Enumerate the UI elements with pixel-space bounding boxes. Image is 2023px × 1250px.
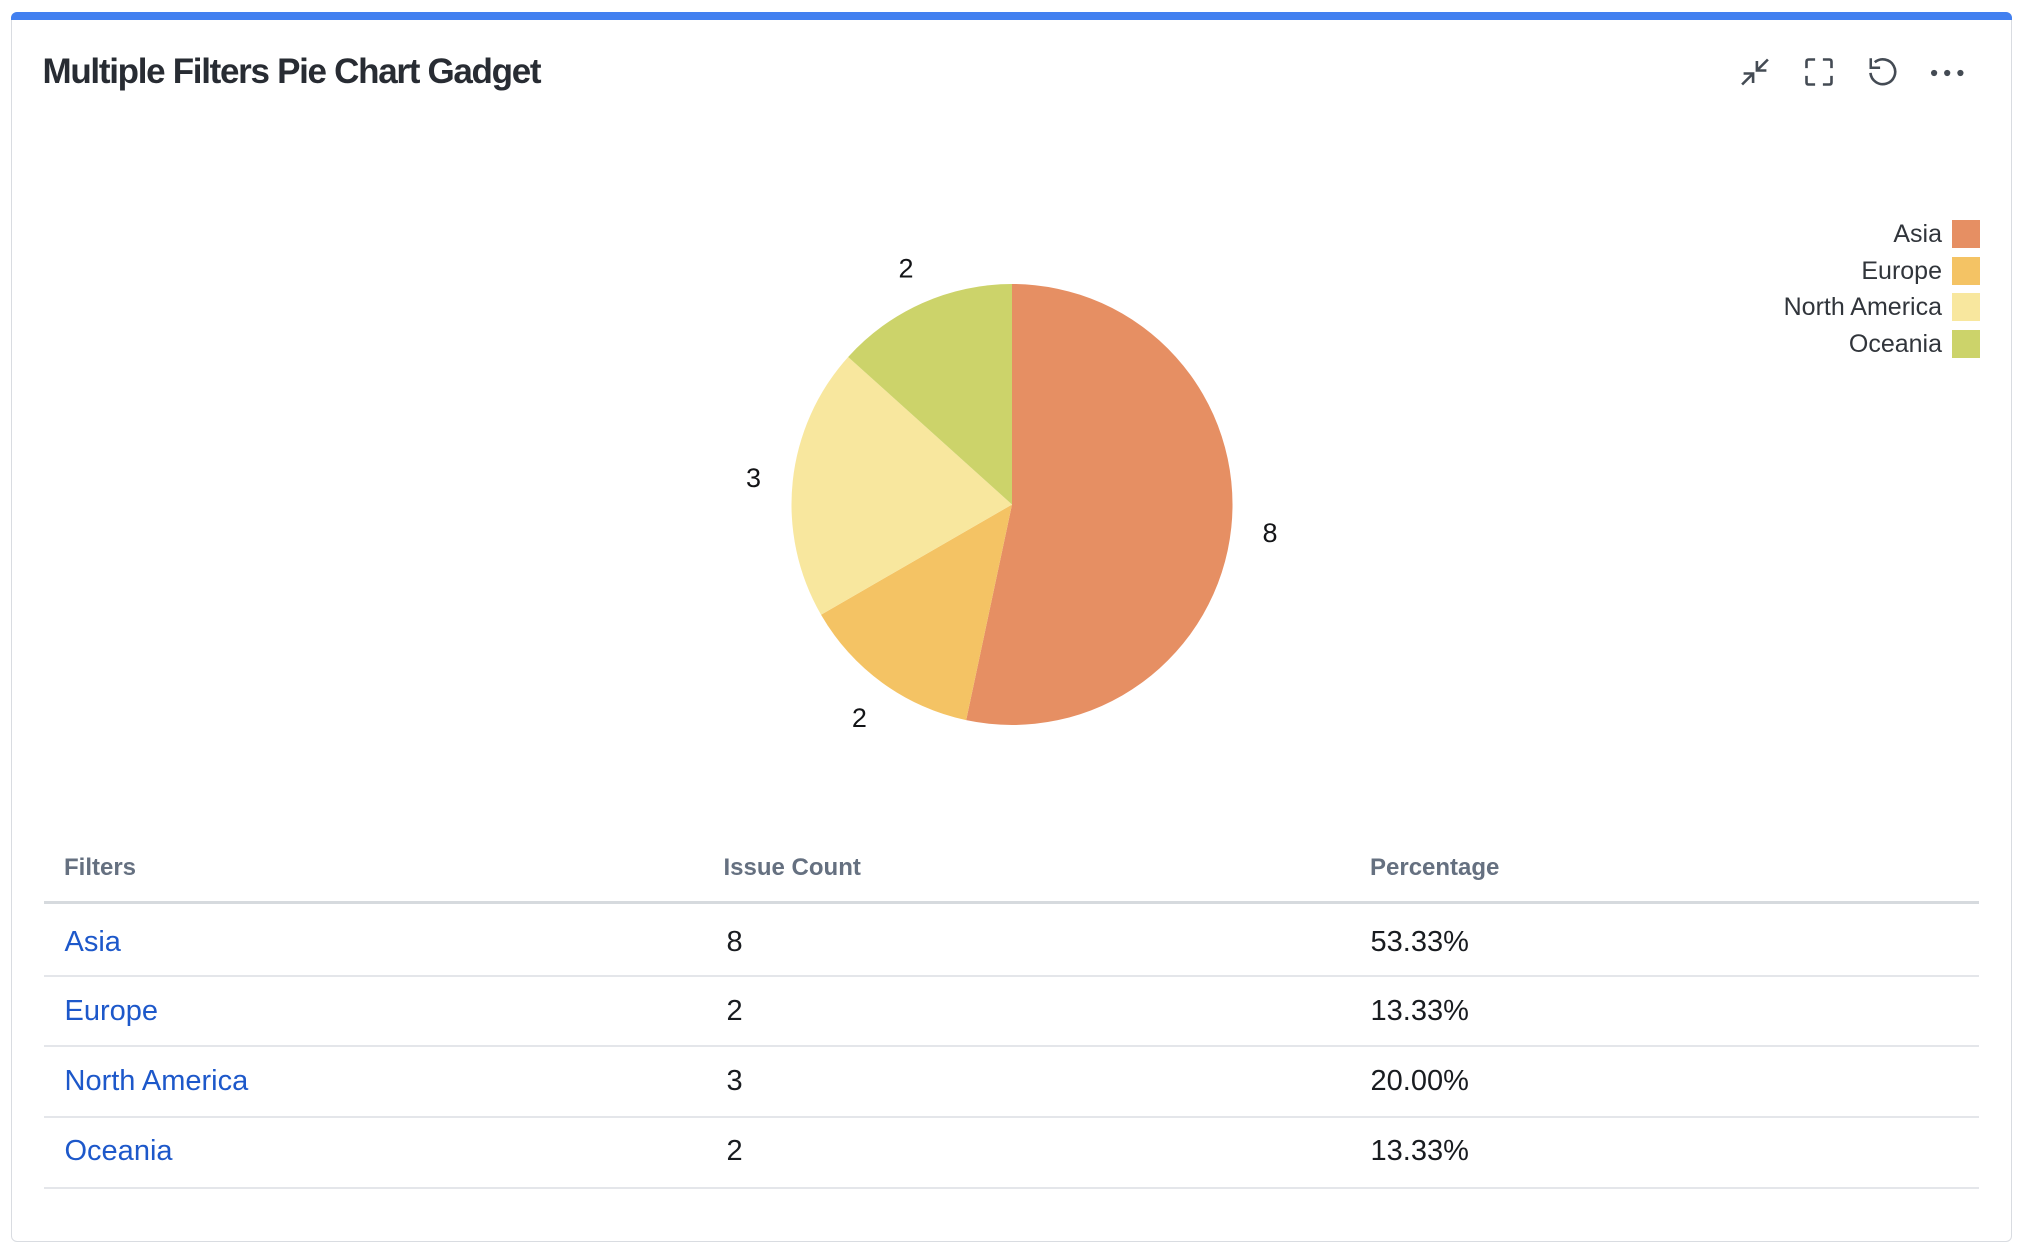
- svg-text:8: 8: [1262, 518, 1277, 548]
- svg-text:2: 2: [898, 254, 913, 284]
- svg-text:3: 3: [746, 463, 761, 493]
- svg-text:2: 2: [852, 703, 867, 733]
